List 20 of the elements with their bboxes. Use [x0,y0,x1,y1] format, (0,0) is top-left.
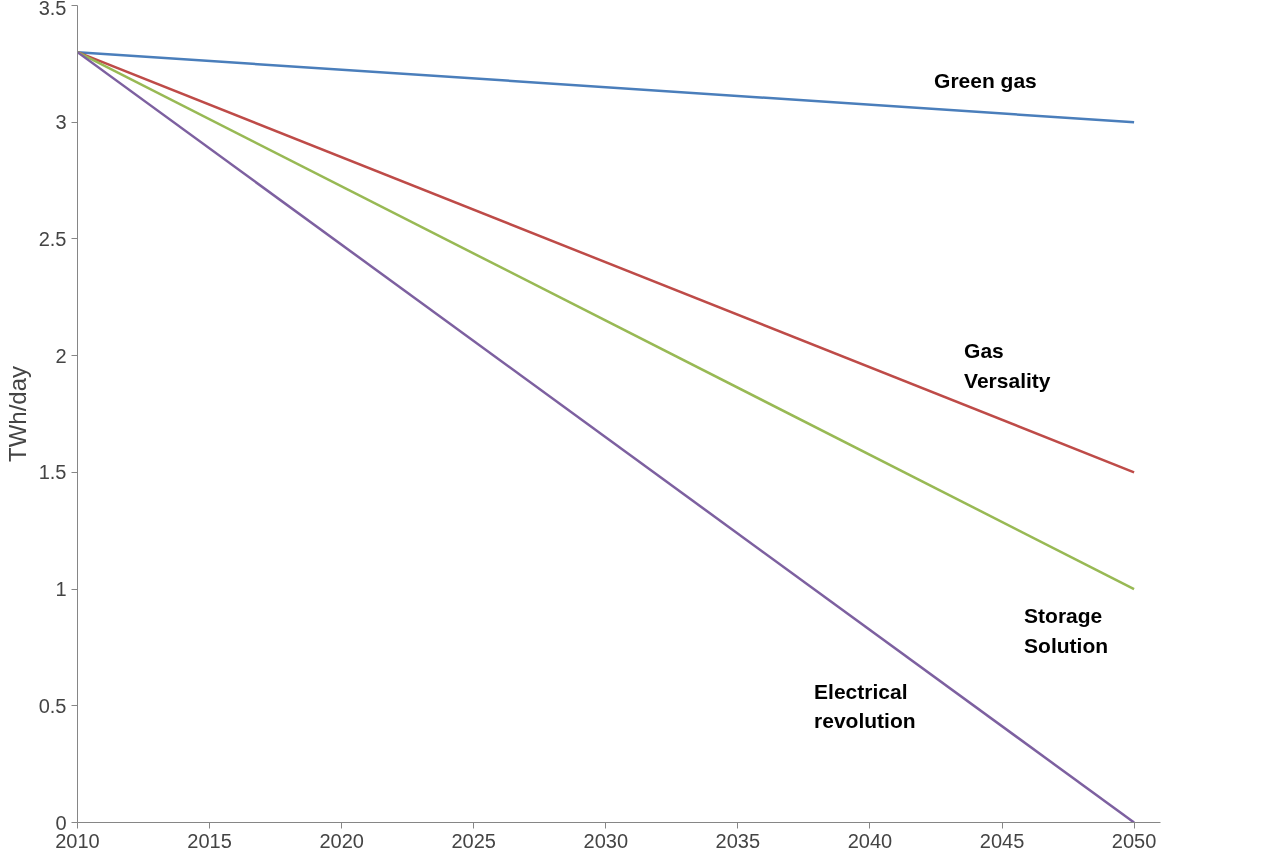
x-tick-label: 2015 [187,829,232,852]
y-tick-label: 0.5 [38,694,67,717]
y-tick-label: 3 [55,111,67,134]
series-label: Gas Versality [964,339,1051,393]
x-tick-label: 2020 [319,829,364,852]
x-tick-label: 2045 [979,829,1025,852]
y-tick-label: 3.5 [38,0,67,19]
series-label: Storage Solution [1024,604,1109,657]
series-label: Green gas [934,69,1037,93]
x-tick-label: 2050 [1111,829,1157,852]
y-tick-label: 2.5 [38,227,67,250]
x-tick-label: 2025 [451,829,496,852]
x-tick-label: 2035 [715,829,761,852]
x-tick-label: 2040 [847,829,893,852]
x-tick-label: 2030 [583,829,629,852]
y-axis-title: TWh/day [3,365,31,463]
y-tick-label: 1.5 [38,461,67,484]
y-tick-label: 1 [55,578,67,601]
y-tick-label: 2 [55,344,67,367]
series-label: Electrical revolution [814,679,916,733]
